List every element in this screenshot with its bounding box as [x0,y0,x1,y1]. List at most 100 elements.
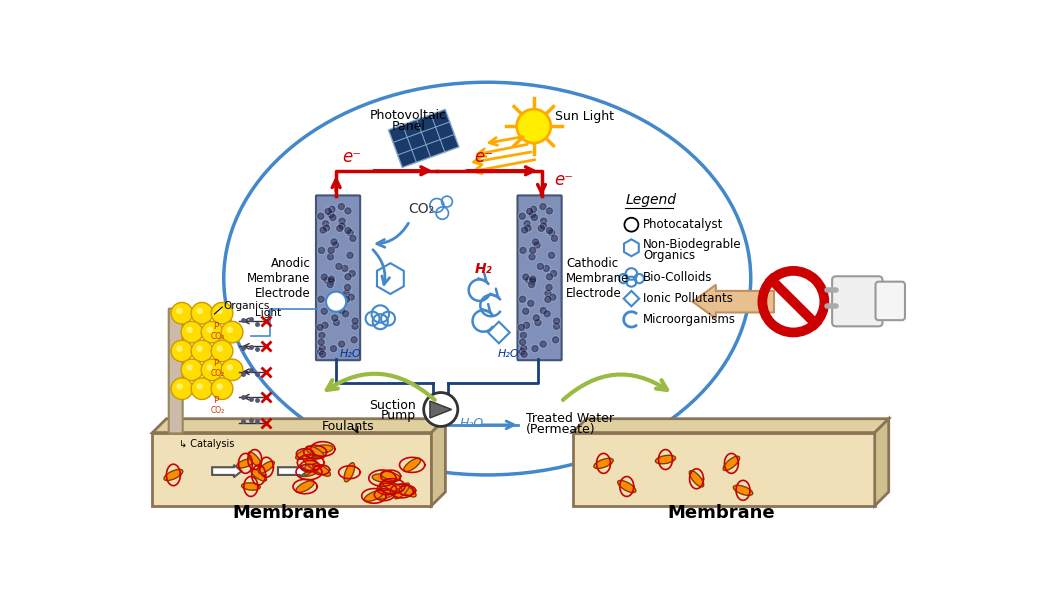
Circle shape [197,383,203,389]
Circle shape [345,274,351,280]
Circle shape [545,296,551,303]
Ellipse shape [164,469,183,481]
Text: e⁻: e⁻ [554,171,573,188]
Circle shape [351,323,358,329]
Circle shape [331,239,337,245]
Circle shape [530,206,537,212]
Text: Non-Biodegrable: Non-Biodegrable [643,238,742,251]
Polygon shape [430,401,452,418]
Circle shape [211,302,233,324]
Circle shape [333,242,339,248]
Text: H₂: H₂ [475,262,493,276]
Circle shape [529,247,536,253]
Circle shape [540,341,546,347]
Ellipse shape [723,456,740,471]
Polygon shape [874,419,889,506]
Circle shape [524,221,530,227]
Circle shape [227,364,233,370]
Circle shape [339,223,345,229]
Circle shape [342,311,348,317]
Circle shape [191,302,212,324]
Text: Ionic Pollutants: Ionic Pollutants [643,292,733,305]
Text: Organics: Organics [224,300,270,310]
Circle shape [541,223,547,229]
Circle shape [519,325,525,330]
Circle shape [201,359,223,380]
Text: Photovoltaic: Photovoltaic [369,109,447,122]
Circle shape [546,208,552,214]
Circle shape [520,296,525,302]
Circle shape [329,214,336,220]
Circle shape [550,270,556,276]
Circle shape [545,290,551,296]
Circle shape [331,346,337,352]
Circle shape [327,279,334,284]
Circle shape [217,307,223,314]
Circle shape [318,339,324,345]
Ellipse shape [618,481,636,492]
Polygon shape [388,110,459,167]
Text: Microorganisms: Microorganisms [643,313,736,326]
Text: H₂O: H₂O [460,417,484,430]
Circle shape [191,340,212,362]
Circle shape [353,318,359,324]
Circle shape [533,315,540,321]
Text: H₂O: H₂O [340,349,362,359]
Ellipse shape [296,481,314,492]
Text: Sun Light: Sun Light [555,110,614,123]
Circle shape [343,296,349,303]
Text: Foulants: Foulants [321,420,374,433]
Circle shape [531,214,538,220]
Ellipse shape [313,445,333,453]
Circle shape [325,209,332,214]
Ellipse shape [303,457,316,475]
Circle shape [521,345,527,352]
Polygon shape [431,419,446,506]
Ellipse shape [302,455,319,470]
Circle shape [186,364,192,370]
Circle shape [544,311,550,317]
Circle shape [550,294,555,300]
Circle shape [328,247,335,253]
Circle shape [318,296,324,302]
Circle shape [520,332,526,339]
FancyBboxPatch shape [833,276,883,326]
Circle shape [327,211,334,218]
Ellipse shape [404,458,420,472]
Ellipse shape [399,484,416,497]
Ellipse shape [733,485,753,495]
Circle shape [328,276,335,282]
Circle shape [540,203,546,210]
Text: Pump: Pump [381,409,416,422]
Circle shape [529,278,536,284]
Circle shape [336,263,342,270]
Polygon shape [153,432,431,506]
Circle shape [529,211,536,218]
Circle shape [529,279,536,284]
Circle shape [217,383,223,389]
Circle shape [197,345,203,352]
Circle shape [324,277,331,283]
Text: CO₂: CO₂ [408,202,434,216]
Circle shape [327,282,334,287]
Circle shape [318,213,324,219]
Ellipse shape [364,491,384,501]
Text: CO₂: CO₂ [210,406,225,415]
Text: P: P [213,322,218,330]
Ellipse shape [251,469,267,481]
Circle shape [206,326,213,333]
Text: Photocatalyst: Photocatalyst [643,218,724,231]
Circle shape [546,274,552,280]
Circle shape [546,227,552,234]
Text: Suction: Suction [369,399,416,412]
Circle shape [186,326,192,333]
Text: Anodic
Membrane
Electrode: Anodic Membrane Electrode [247,257,311,300]
Circle shape [328,278,335,284]
Text: P: P [213,396,218,405]
Text: CO₂: CO₂ [210,369,225,378]
Circle shape [553,323,560,329]
Circle shape [177,383,183,389]
Ellipse shape [306,446,324,458]
Ellipse shape [656,455,676,464]
Circle shape [538,263,544,270]
